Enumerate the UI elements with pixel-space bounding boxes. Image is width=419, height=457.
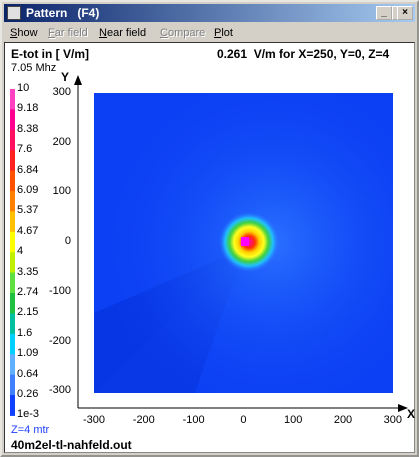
x-tick-label: -100 bbox=[182, 414, 205, 426]
x-tick-label: 200 bbox=[333, 414, 353, 426]
scale-swatch bbox=[10, 109, 15, 131]
menu-item[interactable]: Show bbox=[10, 27, 38, 39]
scale-label: 4 bbox=[17, 245, 24, 258]
window-title: Pattern (F4) bbox=[26, 6, 100, 20]
menu-item[interactable]: Plot bbox=[214, 27, 233, 39]
quantity-label: E-tot in [ V/m] bbox=[11, 47, 89, 61]
scale-swatch bbox=[10, 231, 15, 253]
scale-label: 0.26 bbox=[17, 388, 39, 400]
title-bar: Pattern (F4) _ □ bbox=[4, 4, 415, 22]
scale-swatch bbox=[10, 374, 15, 396]
scale-label: 5.37 bbox=[17, 204, 39, 217]
scale-swatch bbox=[10, 293, 15, 314]
y-axis-label: Y bbox=[61, 70, 70, 84]
y-tick-label: 0 bbox=[64, 235, 71, 248]
x-axis-label: X bbox=[407, 407, 416, 421]
x-axis-arrow bbox=[398, 404, 408, 412]
menu-item[interactable]: Near field bbox=[99, 27, 147, 39]
scale-swatch bbox=[10, 333, 15, 355]
scale-swatch bbox=[10, 395, 15, 416]
scale-swatch bbox=[10, 252, 15, 274]
plot-area: E-tot in [ V/m] 0.261 V/m for X=250, Y=0… bbox=[4, 42, 415, 453]
scale-label: 9.18 bbox=[17, 102, 39, 115]
menu-item[interactable]: Compare bbox=[160, 27, 206, 39]
scale-label: 1e-3 bbox=[17, 408, 40, 421]
menu-item[interactable]: Far field bbox=[48, 27, 88, 39]
scale-swatch bbox=[10, 211, 15, 233]
scale-swatch bbox=[10, 89, 15, 110]
y-tick-label: 200 bbox=[52, 135, 71, 148]
x-tick-label: -300 bbox=[82, 414, 106, 426]
scale-label: 2.74 bbox=[17, 286, 39, 298]
scale-swatch bbox=[10, 129, 15, 151]
scale-label: 0.64 bbox=[17, 367, 39, 380]
scale-label: 1.09 bbox=[17, 347, 39, 360]
scale-swatch bbox=[10, 354, 15, 376]
scale-label: 10 bbox=[17, 82, 30, 94]
scale-label: 6.84 bbox=[17, 163, 39, 176]
scale-swatch bbox=[10, 170, 15, 192]
file-name: 40m2el-tl-nahfeld.out bbox=[11, 438, 132, 452]
app-icon bbox=[7, 6, 21, 20]
scale-label: 8.38 bbox=[17, 122, 39, 135]
height-label: Z=4 mtr bbox=[11, 424, 50, 436]
source-marker bbox=[241, 237, 249, 246]
y-tick-label: -300 bbox=[48, 384, 71, 397]
menu-bar: Show Far field Near field Compare Plot bbox=[4, 24, 415, 42]
x-tick-label: -200 bbox=[132, 414, 155, 426]
frequency: 7.05 Mhz bbox=[11, 62, 57, 74]
scale-label: 3.35 bbox=[17, 265, 39, 278]
scale-label: 2.15 bbox=[17, 306, 39, 319]
y-tick-label: -200 bbox=[48, 334, 71, 347]
x-tick-label: 100 bbox=[284, 414, 303, 426]
close-button[interactable]: × bbox=[397, 6, 413, 20]
scale-label: 7.6 bbox=[17, 143, 33, 156]
scale-swatch bbox=[10, 313, 15, 335]
y-tick-label: -100 bbox=[48, 284, 71, 297]
scale-swatch bbox=[10, 191, 15, 212]
scale-label: 6.09 bbox=[17, 184, 39, 196]
x-tick-label: 0 bbox=[240, 414, 247, 426]
scale-label: 4.67 bbox=[17, 224, 39, 237]
y-axis-arrow bbox=[74, 75, 82, 85]
scale-swatch bbox=[10, 272, 15, 294]
x-tick-label: 300 bbox=[383, 414, 402, 426]
scale-label: 1.6 bbox=[17, 326, 33, 339]
y-tick-label: 100 bbox=[52, 185, 71, 198]
y-tick-label: 300 bbox=[52, 86, 71, 98]
field-plot bbox=[10, 75, 408, 416]
minimize-button[interactable]: _ bbox=[376, 6, 392, 20]
scale-swatch bbox=[10, 150, 15, 172]
readout: 0.261 V/m for X=250, Y=0, Z=4 bbox=[217, 47, 390, 61]
